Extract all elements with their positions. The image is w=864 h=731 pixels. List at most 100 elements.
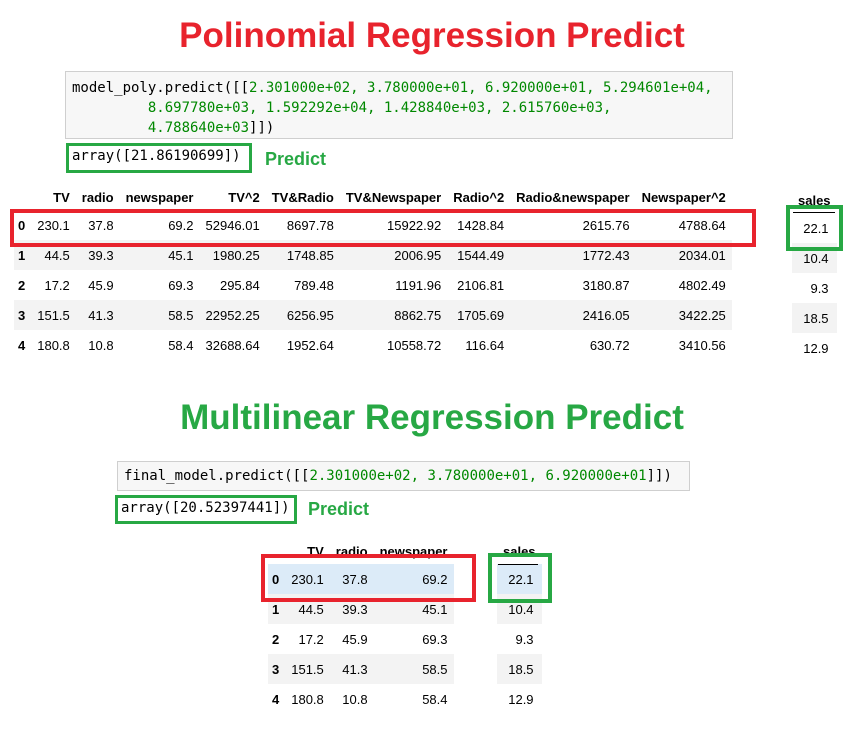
table-row: 9.3 (497, 624, 542, 654)
table-row: 22.1 (792, 213, 837, 243)
sales-cell: 12.9 (803, 340, 829, 356)
table-cell: 295.84 (219, 277, 260, 293)
table-row: 0 230.1 37.8 69.2 (268, 564, 454, 594)
table-row: 22.1 (497, 564, 542, 594)
table-cell: 41.3 (75, 300, 120, 330)
row-index: 2 (272, 631, 280, 647)
table-row: 2 17.2 45.9 69.3 295.84 789.48 1191.96 2106.81 3… (14, 270, 732, 300)
column-header: TV&Radio (271, 189, 334, 205)
table-row: 4 180.8 10.8 58.4 (268, 684, 454, 714)
multi-row-highlight (261, 554, 476, 602)
multi-title: Multilinear Regression Predict (180, 398, 684, 437)
table-cell: 1191.96 (395, 277, 442, 293)
poly-sales-highlight (786, 205, 843, 251)
table-cell: 10.8 (342, 691, 368, 707)
table-cell: 15922.92 (387, 217, 442, 233)
table-cell: 1428.84 (457, 217, 505, 233)
sales-cell: 9.3 (810, 280, 829, 296)
table-cell: 69.2 (168, 217, 194, 233)
table-cell: 116.64 (465, 337, 505, 353)
table-cell: 17.2 (298, 631, 324, 647)
table-cell: 8862.75 (339, 300, 448, 330)
column-header: TV&Newspaper (345, 189, 442, 205)
sales-cell: 22.1 (497, 564, 542, 594)
table-row: 12.9 (792, 333, 837, 363)
multi-code-cell[interactable]: final_model.predict([[2.301000e+02, 3.78… (117, 461, 690, 491)
row-index: 3 (14, 300, 32, 330)
table-row: 12.9 (497, 684, 542, 714)
column-header: newspaper (125, 189, 194, 205)
index-header (14, 184, 31, 210)
table-cell: 37.8 (329, 564, 374, 594)
table-cell: 180.8 (37, 337, 70, 353)
poly-title: Polinomial Regression Predict (179, 16, 685, 55)
table-cell: 230.1 (285, 564, 330, 594)
poly-code-cell[interactable]: model_poly.predict([[2.301000e+02, 3.780… (65, 71, 733, 139)
multi-predict-label: Predict (308, 499, 370, 519)
row-index: 1 (14, 240, 32, 270)
table-row: 3 151.5 41.3 58.5 22952.25 6256.95 8862.75 1705… (14, 300, 732, 330)
multi-output: array([20.52397441]) (115, 495, 297, 524)
column-header: Newspaper^2 (641, 189, 726, 205)
column-header: TV^2 (228, 189, 260, 205)
table-row: 2 17.2 45.9 69.3 (268, 624, 454, 654)
code-suffix: ]]) (646, 468, 672, 484)
sales-cell: 18.5 (792, 303, 837, 333)
code-prefix: final_model.predict([[ (124, 468, 310, 484)
table-cell: 630.72 (589, 337, 630, 353)
table-cell: 58.4 (422, 691, 448, 707)
table-row: 3 151.5 41.3 58.5 (268, 654, 454, 684)
sales-cell: 18.5 (497, 654, 542, 684)
table-cell: 6256.95 (265, 300, 340, 330)
table-cell: 2106.81 (457, 277, 505, 293)
table-cell: 3180.87 (582, 277, 630, 293)
table-cell: 58.5 (119, 300, 200, 330)
poly-output: array([21.86190699]) (66, 143, 252, 173)
sales-header-rule (793, 212, 835, 213)
table-cell: 1952.64 (286, 337, 334, 353)
table-cell: 230.1 (37, 217, 70, 233)
table-row: 1 44.5 39.3 45.1 1980.25 1748.85 2006.95 1544.4… (14, 240, 732, 270)
sales-cell: 22.1 (803, 220, 829, 236)
table-row: 4 180.8 10.8 58.4 32688.64 1952.64 10558.72 116… (14, 330, 732, 360)
poly-row-highlight (10, 209, 756, 247)
table-row: 0 230.1 37.8 69.2 52946.01 8697.78 15922.92 142… (14, 210, 732, 240)
table-row: 9.3 (792, 273, 837, 303)
table-cell: 180.8 (291, 691, 324, 707)
sales-cell: 9.3 (515, 631, 534, 647)
row-index: 0 (268, 564, 286, 594)
code-numbers-line2: 8.697780e+03, 1.592292e+04, 1.428840e+03… (147, 100, 612, 116)
code-numbers-line3: 4.788640e+03 (147, 120, 250, 136)
sales-cell: 12.9 (508, 691, 534, 707)
table-cell: 151.5 (285, 654, 330, 684)
column-header: Radio^2 (453, 189, 505, 205)
table-cell: 1705.69 (447, 300, 511, 330)
row-index: 0 (18, 217, 26, 233)
table-cell: 45.9 (88, 277, 114, 293)
table-cell: 4802.49 (678, 277, 726, 293)
table-cell: 69.3 (422, 631, 448, 647)
multi-sales-highlight (488, 553, 552, 603)
poly-dataframe: TV radio newspaper TV^2 TV&Radio TV&Newspaper… (14, 184, 732, 360)
multi-dataframe: TV radio newspaper 0 230.1 37.8 69.2 1 44.5 39.3… (268, 538, 454, 714)
table-row: 18.5 (792, 303, 837, 333)
table-cell: 58.4 (168, 337, 194, 353)
table-cell: 10558.72 (387, 337, 442, 353)
column-header: Radio&newspaper (516, 189, 630, 205)
table-cell: 32688.64 (205, 337, 260, 353)
row-index: 3 (268, 654, 286, 684)
table-cell: 8697.78 (286, 217, 334, 233)
table-cell: 58.5 (373, 654, 454, 684)
table-cell: 17.2 (44, 277, 70, 293)
sales-header: sales (798, 192, 831, 208)
code-numbers: 2.301000e+02, 3.780000e+01, 6.920000e+01 (309, 468, 647, 484)
row-index: 4 (18, 337, 26, 353)
row-index: 4 (272, 691, 280, 707)
table-cell: 789.48 (294, 277, 334, 293)
row-index: 2 (18, 277, 26, 293)
table-cell: 69.2 (373, 564, 454, 594)
column-header: radio (81, 189, 114, 205)
sales-header-rule (498, 564, 538, 565)
table-cell: 52946.01 (205, 217, 260, 233)
code-prefix: model_poly.predict([[ (72, 80, 250, 96)
